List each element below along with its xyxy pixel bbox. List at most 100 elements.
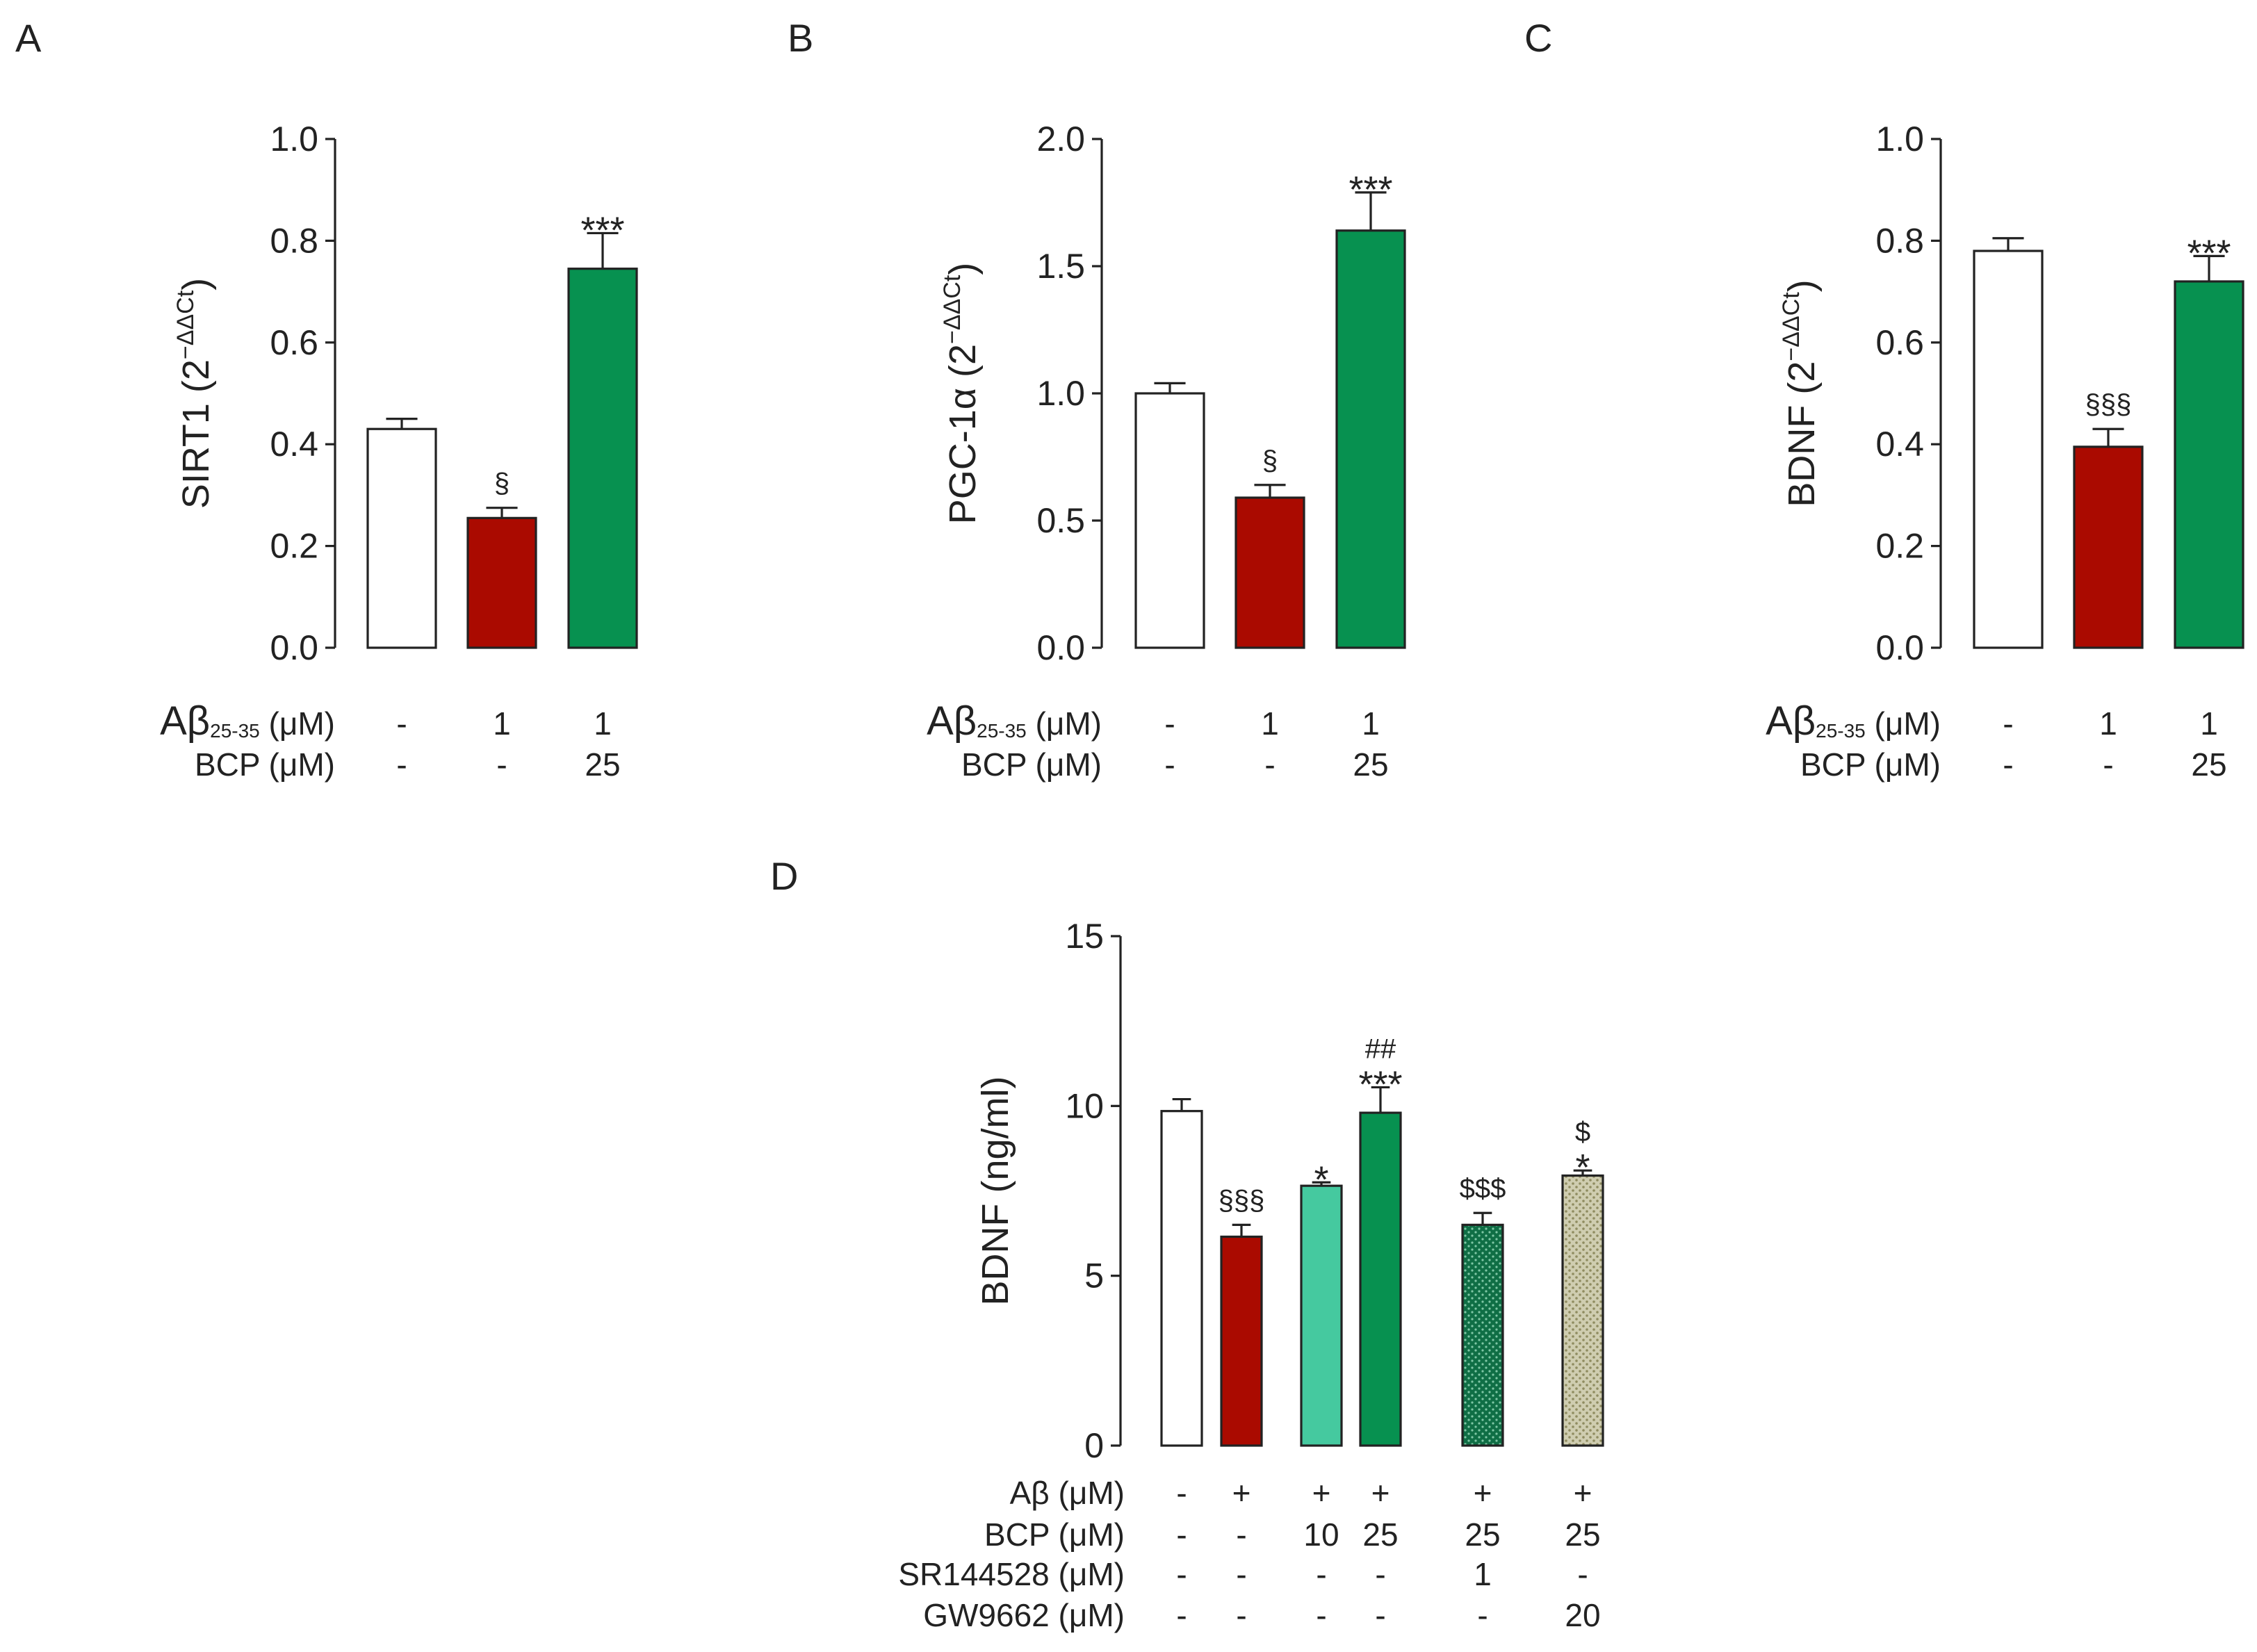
panel-letter: A (15, 16, 42, 60)
treatment-value: 1 (594, 705, 612, 742)
treatment-value: 25 (585, 746, 620, 783)
significance-label: § (494, 468, 510, 499)
y-tick-label: 0.5 (1036, 501, 1085, 540)
panel-letter: B (788, 16, 813, 60)
y-axis-label-sup: −ΔΔCt (1778, 292, 1804, 361)
bar (1134, 392, 1205, 649)
y-axis-label: BDNF (ng/ml) (975, 1076, 1016, 1305)
significance-label: §§§ (2085, 389, 2132, 420)
significance-label: §§§ (1219, 1185, 1265, 1216)
bar (466, 516, 537, 649)
treatment-label-unit: (μM) (1866, 705, 1941, 742)
treatment-value: + (1371, 1475, 1390, 1511)
y-tick-label: 1.0 (1036, 374, 1085, 413)
treatment-label-sub: 25-35 (977, 720, 1027, 742)
treatment-label-main: Aβ (1766, 698, 1816, 744)
treatment-value: 25 (1353, 746, 1388, 783)
y-axis-label: SIRT1 (2−ΔΔCt) (172, 278, 217, 509)
y-tick-label: 0.2 (1875, 527, 1924, 566)
y-tick-label: 5 (1084, 1257, 1104, 1295)
y-tick-label: 0.6 (270, 323, 318, 362)
treatment-value: - (1316, 1597, 1326, 1633)
treatment-value: - (396, 705, 407, 742)
y-tick-label: 0.0 (1036, 628, 1085, 667)
treatment-label-main: Aβ (160, 698, 210, 744)
significance-label: * (1314, 1159, 1328, 1200)
y-axis-label-close: ) (942, 263, 984, 275)
treatment-value: + (1474, 1475, 1492, 1511)
y-axis-label-sup: −ΔΔCt (939, 275, 965, 344)
treatment-value: - (1236, 1597, 1246, 1633)
y-axis-label-main: SIRT1 (2 (175, 359, 217, 509)
y-tick-label: 0.6 (1875, 323, 1924, 362)
treatment-value: - (1176, 1556, 1187, 1592)
treatment-label: Aβ25-35 (μM) (1766, 698, 1941, 744)
treatment-label: Aβ25-35 (μM) (927, 698, 1102, 744)
treatment-label-sub: 25-35 (210, 720, 260, 742)
treatment-label-unit: (μM) (1027, 705, 1102, 742)
y-tick-label: 0.8 (270, 221, 318, 260)
y-axis-label: PGC-1α (2−ΔΔCt) (939, 263, 984, 525)
treatment-value: - (1375, 1597, 1385, 1633)
bar (1300, 1184, 1343, 1447)
treatment-value: - (396, 746, 407, 783)
treatment-value: - (1176, 1475, 1187, 1511)
bar (1220, 1235, 1263, 1447)
y-tick-label: 1.5 (1036, 247, 1085, 286)
y-tick-label: 2.0 (1036, 120, 1085, 158)
significance-label: *** (1349, 169, 1392, 211)
treatment-label: BCP (μM) (961, 746, 1102, 783)
treatment-value: - (1477, 1597, 1488, 1633)
treatment-value: - (1236, 1516, 1246, 1553)
treatment-label: Aβ (μM) (1010, 1475, 1125, 1511)
treatment-value: - (1375, 1556, 1385, 1592)
significance-label: * (1575, 1147, 1590, 1188)
treatment-label: BCP (μM) (195, 746, 335, 783)
treatment-value: 25 (1465, 1516, 1500, 1553)
y-tick-label: 1.0 (1875, 120, 1924, 158)
treatment-value: - (1164, 746, 1175, 783)
treatment-value: - (1236, 1556, 1246, 1592)
y-tick-label: 0.8 (1875, 221, 1924, 260)
bar (2073, 445, 2144, 649)
treatment-value: 1 (2099, 705, 2117, 742)
treatment-label-sub: 25-35 (1816, 720, 1866, 742)
significance-label: *** (580, 209, 624, 251)
treatment-value: 10 (1303, 1516, 1339, 1553)
significance-label: *** (1358, 1063, 1402, 1105)
treatment-value: + (1232, 1475, 1251, 1511)
treatment-label: BCP (μM) (984, 1516, 1125, 1553)
y-axis-label-close: ) (1781, 279, 1823, 292)
bar (1561, 1174, 1604, 1447)
y-axis-label-main: PGC-1α (2 (942, 344, 984, 524)
treatment-value: - (496, 746, 507, 783)
bar (366, 427, 437, 649)
treatment-value: - (2103, 746, 2113, 783)
y-tick-label: 0.2 (270, 527, 318, 566)
y-tick-label: 0.4 (270, 425, 318, 464)
treatment-value: - (1176, 1597, 1187, 1633)
significance-label: $$$ (1460, 1173, 1506, 1204)
y-axis-label: BDNF (2−ΔΔCt) (1778, 279, 1823, 507)
bar (1461, 1223, 1504, 1447)
treatment-value: - (1577, 1556, 1588, 1592)
y-tick-label: 0 (1084, 1426, 1104, 1465)
panel-c: C 0.0 0.2 0.4 0.6 0.8 1.0 BDNF (2−ΔΔCt) §§§ *** Aβ… (1524, 16, 2244, 783)
treatment-value: - (2003, 705, 2013, 742)
y-tick-label: 10 (1065, 1086, 1104, 1125)
treatment-value: - (2003, 746, 2013, 783)
treatment-value: 25 (1362, 1516, 1398, 1553)
treatment-value: - (1316, 1556, 1326, 1592)
bar (1335, 229, 1406, 649)
treatment-label: SR144528 (μM) (898, 1556, 1125, 1592)
bar (1359, 1111, 1402, 1447)
treatment-label: BCP (μM) (1800, 746, 1941, 783)
bar (1973, 250, 2044, 649)
treatment-value: 25 (2191, 746, 2226, 783)
bar (1160, 1110, 1203, 1447)
treatment-value: 25 (1565, 1516, 1600, 1553)
bar (1235, 496, 1305, 649)
